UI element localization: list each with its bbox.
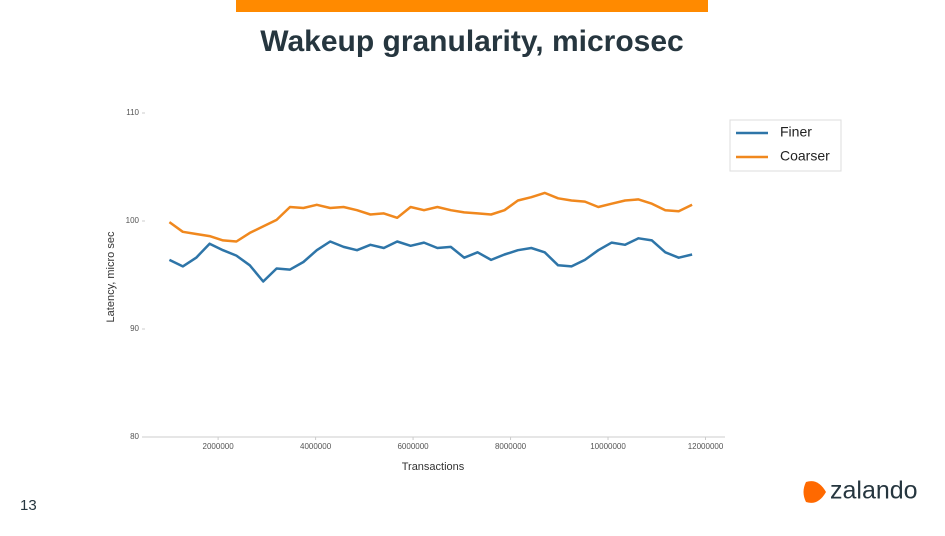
legend-label: Coarser xyxy=(780,148,830,164)
x-axis-label: Transactions xyxy=(402,461,465,473)
x-tick-label: 6000000 xyxy=(397,442,429,451)
y-axis-label: Latency, micro sec xyxy=(105,231,117,322)
x-tick-label: 10000000 xyxy=(590,442,626,451)
logo-text: zalando xyxy=(830,477,918,505)
x-tick-label: 4000000 xyxy=(300,442,332,451)
y-tick-label: 110 xyxy=(126,108,139,117)
x-tick-label: 2000000 xyxy=(203,442,235,451)
slide-number: 13 xyxy=(20,497,37,514)
top-bar xyxy=(236,0,708,12)
y-tick-label: 100 xyxy=(126,216,140,225)
series-line xyxy=(168,237,693,283)
y-tick-label: 90 xyxy=(130,324,139,333)
series-line xyxy=(168,191,693,243)
slide-title: Wakeup granularity, microsec xyxy=(260,25,683,58)
logo-icon xyxy=(803,481,826,503)
x-tick-label: 12000000 xyxy=(688,442,724,451)
x-tick-label: 8000000 xyxy=(495,442,527,451)
legend-label: Finer xyxy=(780,124,812,140)
y-tick-label: 80 xyxy=(130,432,139,441)
legend-box xyxy=(729,119,842,172)
